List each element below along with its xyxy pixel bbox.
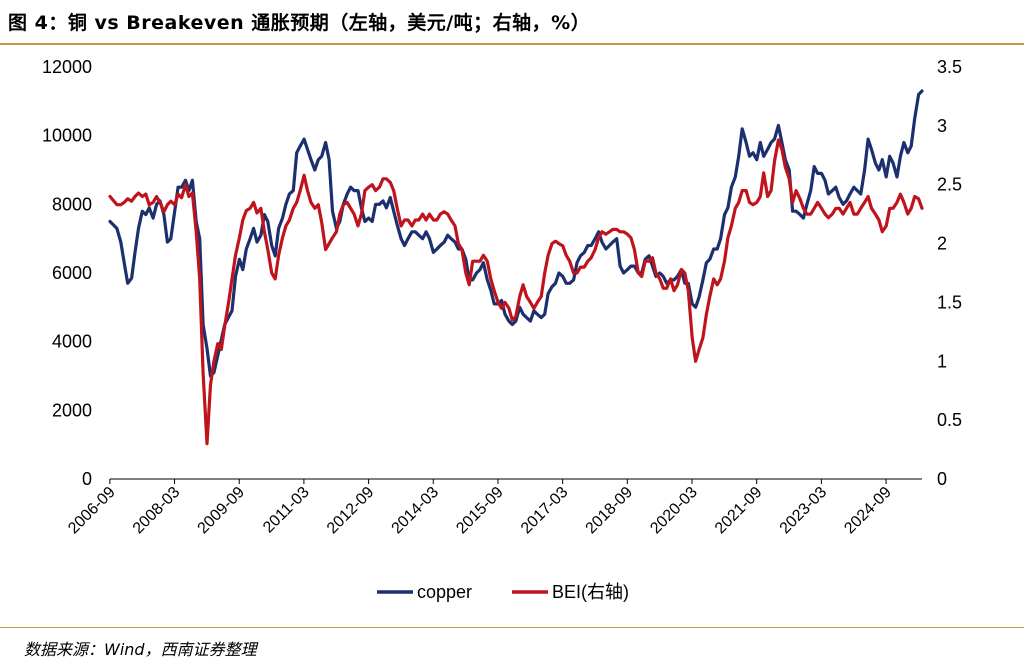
bottom-rule [0, 627, 1024, 628]
legend-label: copper [417, 582, 472, 602]
right-tick-label: 0 [937, 469, 947, 489]
left-tick-label: 4000 [52, 332, 92, 352]
x-tick-label: 2021-09 [712, 484, 766, 538]
right-tick-label: 3 [937, 116, 947, 136]
right-axis-ticks: 0 0.5 1 1.5 2 2.5 3 3.5 [937, 57, 962, 489]
left-axis-ticks: 0 2000 4000 6000 8000 10000 12000 [42, 57, 92, 489]
left-tick-label: 10000 [42, 126, 92, 146]
left-tick-label: 2000 [52, 400, 92, 420]
x-tick-label: 2017-03 [518, 484, 572, 538]
x-tick-label: 2023-03 [777, 484, 831, 538]
right-tick-label: 1.5 [937, 292, 962, 312]
legend-label: BEI(右轴) [552, 582, 629, 602]
x-tick-label: 2014-03 [389, 484, 443, 538]
series-layer [108, 89, 924, 446]
left-tick-label: 12000 [42, 57, 92, 77]
left-tick-label: 8000 [52, 194, 92, 214]
x-tick-label: 2015-09 [453, 484, 507, 538]
source-note: 数据来源：Wind，西南证券整理 [24, 640, 257, 659]
x-tick-label: 2020-03 [647, 484, 701, 538]
figure-title: 图 4：铜 vs Breakeven 通胀预期（左轴，美元/吨；右轴，%） [8, 12, 591, 34]
x-tick-label: 2009-09 [195, 484, 249, 538]
x-tick-label: 2006-09 [65, 484, 119, 538]
series-line-bei [108, 138, 924, 446]
right-tick-label: 1 [937, 351, 947, 371]
left-tick-label: 6000 [52, 263, 92, 283]
x-tick-label: 2012-09 [324, 484, 378, 538]
legend: copper BEI(右轴) [377, 582, 629, 602]
right-tick-label: 2 [937, 234, 947, 254]
x-tick-label: 2024-09 [841, 484, 895, 538]
line-chart: 0 2000 4000 6000 8000 10000 12000 0 0.5 1 1.5 2 2.5… [42, 57, 962, 602]
left-tick-label: 0 [82, 469, 92, 489]
x-axis-ticks: 2006-09 2008-03 2009-09 2011-03 2012-09 2014-… [65, 479, 895, 537]
top-rule [0, 43, 1024, 45]
x-tick-label: 2018-09 [583, 484, 637, 538]
x-tick-label: 2008-03 [130, 484, 184, 538]
series-line-copper [108, 89, 924, 378]
right-tick-label: 0.5 [937, 410, 962, 430]
x-tick-label: 2011-03 [260, 484, 313, 537]
right-tick-label: 3.5 [937, 57, 962, 77]
right-tick-label: 2.5 [937, 175, 962, 195]
